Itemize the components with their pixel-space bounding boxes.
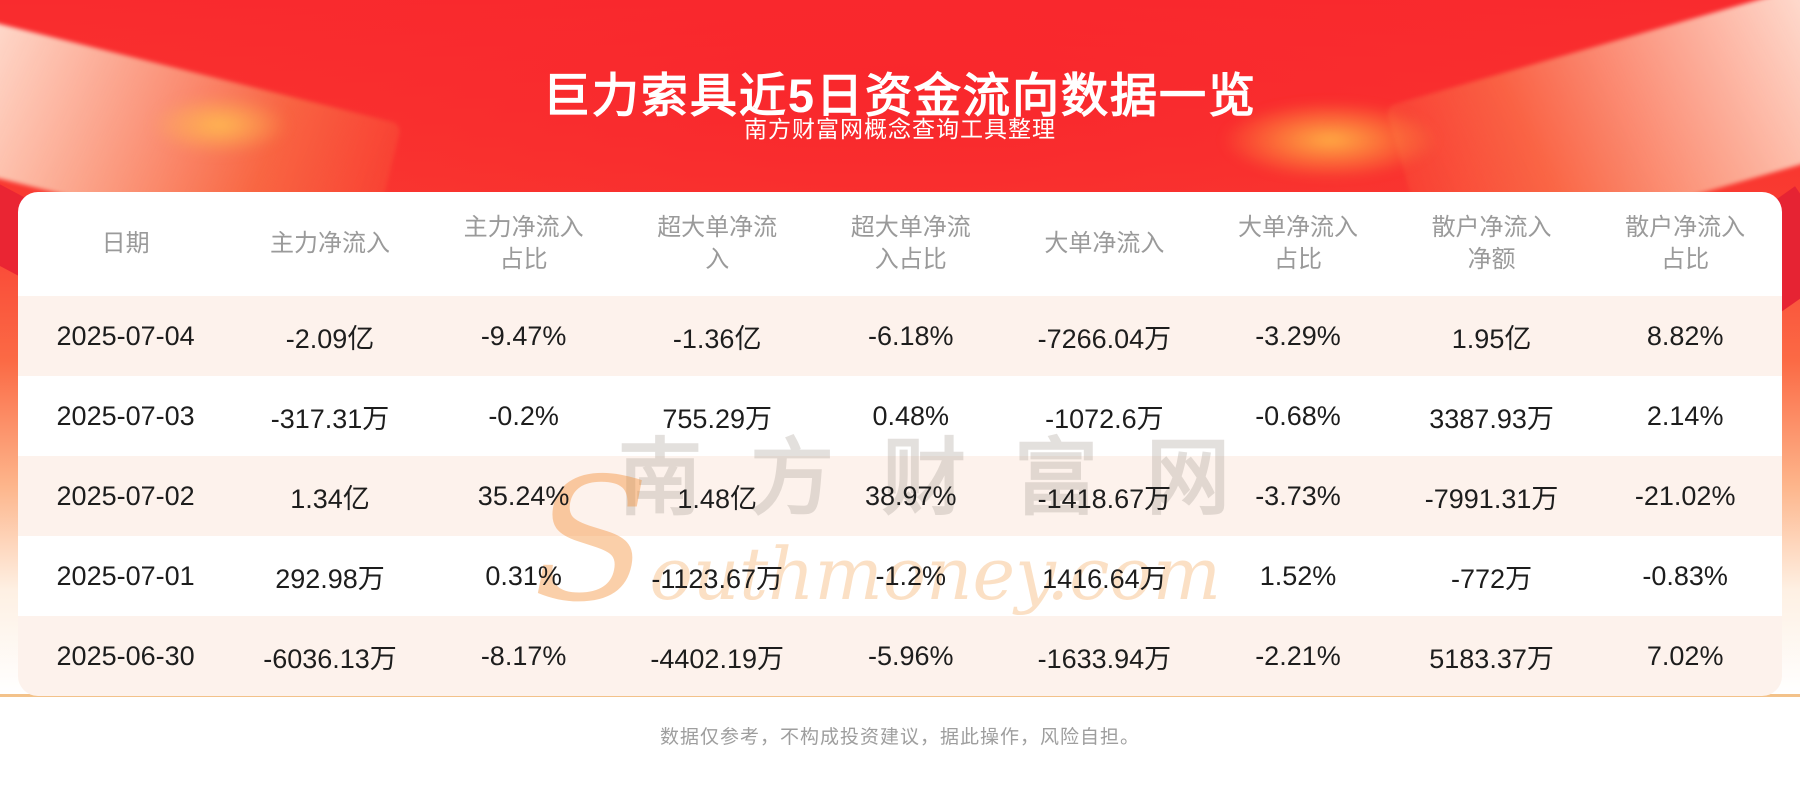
table-cell: -1633.94万 [1037,643,1172,674]
table-cell: -3.29% [1255,320,1341,351]
table-row: 2025-07-04 -2.09亿 -9.47% -1.36亿 -6.18% -7266.… [18,296,1782,376]
column-header-5: 大单净流入 [1044,229,1165,257]
table-cell: -21.02% [1634,480,1736,511]
table-cell: 2025-07-01 [56,560,195,591]
table-cell: -2.21% [1255,640,1341,671]
column-header-2: 主力净流入占比 [463,213,584,273]
table-cell: -1123.67万 [651,563,783,594]
table-cell: 1.95亿 [1451,323,1532,354]
column-header-0: 日期 [101,229,150,257]
table-cell: 2.14% [1646,400,1724,431]
table-cell: -4402.19万 [650,643,784,674]
decoration-gold-spark-left [150,95,290,155]
table-cell: 2025-07-04 [56,320,195,351]
page-title: 巨力索具近5日资金流向数据一览 [542,69,1258,123]
table-header-row: 日期 主力净流入 主力净流入占比 超大单净流入 超大单净流入占比 大单净流入 大单净流入占比… [18,192,1782,296]
table-cell: 0.31% [485,560,562,591]
table-cell: 2025-07-02 [56,480,195,511]
table-cell: 2025-07-03 [56,400,195,431]
table-row: 2025-07-03 -317.31万 -0.2% 755.29万 0.48% -1072… [18,376,1782,456]
table-cell: -1418.67万 [1037,483,1172,514]
page-subtitle: 南方财富网概念查询工具整理 [744,116,1056,142]
column-header-3: 超大单净流入 [657,213,778,273]
table-cell: 5183.37万 [1429,643,1554,674]
table-cell: -1.36亿 [672,323,762,354]
table-cell: -7266.04万 [1037,323,1172,354]
decoration-gold-glow-right [1220,100,1440,180]
table-cell: -9.47% [480,320,567,351]
disclaimer-text: 数据仅参考，不构成投资建议，据此操作，风险自担。 [659,727,1140,748]
table-cell: -317.31万 [270,403,390,434]
table-cell: 7.02% [1646,640,1724,671]
table-cell: 3387.93万 [1429,403,1554,434]
table-row: 2025-07-02 1.34亿 35.24% 1.48亿 38.97% -1418.67… [18,456,1782,536]
table-cell: 1416.64万 [1042,563,1167,594]
table-row: 2025-07-01 292.98万 0.31% -1123.67万 -1.2% 1416… [18,536,1782,616]
table-cell: -0.83% [1642,560,1728,591]
column-header-4: 超大单净流入占比 [850,213,971,273]
table-row: 2025-06-30 -6036.13万 -8.17% -4402.19万 -5.96%… [18,616,1782,696]
table-cell: -0.2% [488,400,559,431]
column-header-1: 主力净流入 [270,229,390,257]
table-cell: -5.96% [868,640,954,671]
column-header-6: 大单净流入占比 [1237,213,1358,273]
column-header-8: 散户净流入占比 [1625,213,1746,273]
table-cell: 0.48% [872,400,950,431]
table-cell: -1.2% [875,560,947,591]
table-cell: 1.34亿 [290,483,370,514]
table-cell: -7991.31万 [1424,483,1559,514]
table-cell: 38.97% [864,480,957,511]
table-cell: 2025-06-30 [56,640,195,671]
fund-flow-table: 日期 主力净流入 主力净流入占比 超大单净流入 超大单净流入占比 大单净流入 大单净流入占比… [18,192,1782,696]
table-cell: 1.48亿 [677,483,757,514]
table-cell: 1.52% [1259,560,1337,591]
table-cell: -0.68% [1255,400,1341,431]
data-table-card: 南方财富网 Southmoney.com 日期 主力净流入 主力净流入占比 超大单净流… [18,192,1782,696]
table-cell: -772万 [1451,563,1533,594]
table-cell: -3.73% [1255,480,1341,511]
table-cell: 8.82% [1646,320,1724,351]
table-cell: 35.24% [477,480,570,511]
table-cell: -6.18% [868,320,954,351]
column-header-7: 散户净流入净额 [1431,213,1552,273]
table-cell: -6036.13万 [263,643,397,674]
table-cell: 755.29万 [662,403,772,434]
table-cell: -2.09亿 [285,323,375,354]
table-cell: -1072.6万 [1045,403,1164,434]
table-cell: 292.98万 [275,563,385,594]
table-cell: -8.17% [480,640,567,671]
